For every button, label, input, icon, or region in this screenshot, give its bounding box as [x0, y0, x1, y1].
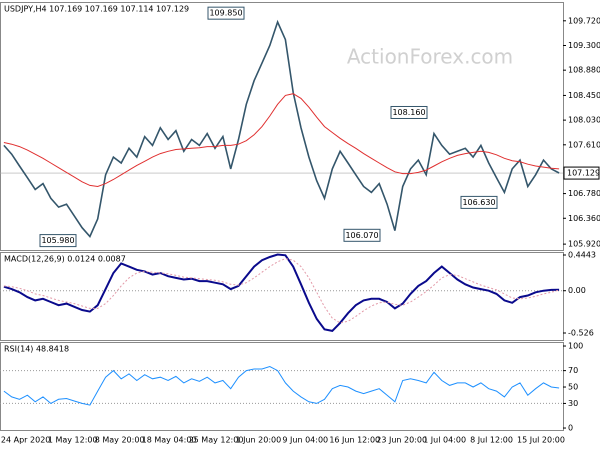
- x-tick-label: 23 Jun 20:00: [376, 436, 427, 445]
- annotation-label: 105.980: [41, 236, 74, 245]
- x-tick-label: 1 Jul 04:00: [423, 436, 466, 445]
- panel-frame: [0, 2, 564, 251]
- current-price-box: [563, 166, 600, 180]
- y-tick-label: 0: [568, 424, 573, 433]
- series-line: [3, 93, 560, 188]
- series-line: [3, 258, 560, 324]
- y-tick-label: 109.300: [568, 41, 600, 50]
- y-tick-label: 0.4443: [568, 250, 596, 259]
- annotation-box: [343, 228, 381, 242]
- y-tick-label: 100: [568, 342, 583, 351]
- annotation-label: 106.070: [345, 231, 378, 240]
- annotation-label: 108.160: [392, 108, 425, 117]
- y-tick-label: 50: [568, 383, 578, 392]
- x-tick-label: 1 May 12:00: [48, 436, 98, 445]
- annotation-box: [390, 105, 428, 119]
- y-tick-label: 70: [568, 366, 578, 375]
- x-tick-label: 9 Jun 04:00: [282, 436, 328, 445]
- current-price-label: 107.129: [567, 169, 600, 178]
- y-tick-label: 105.920: [568, 240, 600, 249]
- y-tick-label: 106.360: [568, 214, 600, 223]
- y-tick-label: 109.720: [568, 16, 600, 25]
- x-tick-label: 16 Jun 12:00: [329, 436, 380, 445]
- y-tick-label: 106.780: [568, 189, 600, 198]
- series-line: [3, 253, 560, 332]
- annotation-box: [39, 234, 77, 248]
- y-tick-label: 0.00: [568, 286, 586, 295]
- x-tick-label: 8 Jul 12:00: [470, 436, 513, 445]
- y-tick-label: 107.610: [568, 140, 600, 149]
- annotation-label: 106.630: [462, 198, 495, 207]
- watermark: ActionForex.com: [347, 45, 513, 69]
- y-tick-label: 108.030: [568, 116, 600, 125]
- panel-frame: [0, 252, 564, 341]
- y-tick-label: -0.526: [568, 329, 594, 338]
- x-tick-label: 25 May 12:00: [189, 436, 244, 445]
- annotation-label: 109.850: [209, 9, 242, 18]
- series-line: [3, 365, 560, 406]
- x-tick-label: 15 Jul 20:00: [517, 436, 565, 445]
- panel-title: MACD(12,26,9) 0.0124 0.0087: [4, 255, 126, 264]
- x-tick-label: 1 Jun 20:00: [235, 436, 281, 445]
- y-tick-label: 30: [568, 399, 578, 408]
- panel-frame: [0, 342, 564, 431]
- series-line: [3, 19, 560, 238]
- x-tick-label: 18 May 04:00: [142, 436, 197, 445]
- panel-title: RSI(14) 48.8418: [4, 345, 69, 354]
- panel-title: USDJPY,H4 107.169 107.169 107.114 107.12…: [4, 5, 189, 14]
- annotation-box: [207, 6, 245, 20]
- annotation-box: [460, 195, 498, 209]
- x-tick-label: 24 Apr 2020: [1, 436, 50, 445]
- y-tick-label: 108.880: [568, 66, 600, 75]
- y-tick-label: 108.450: [568, 91, 600, 100]
- x-tick-label: 8 May 20:00: [95, 436, 145, 445]
